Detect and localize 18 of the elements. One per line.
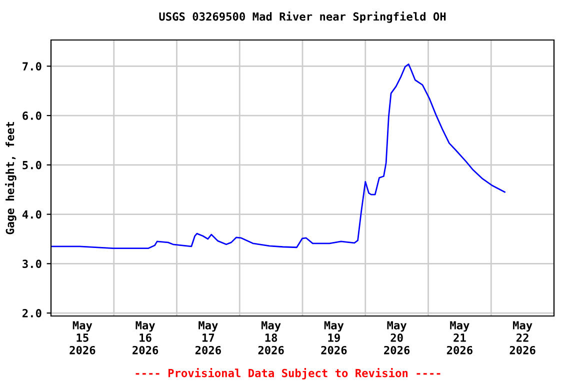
y-tick-label: 2.0 [22, 309, 42, 318]
x-tick-label: May 16 2026 [132, 321, 158, 354]
y-tick-label: 7.0 [22, 62, 42, 71]
y-tick-label: 3.0 [22, 260, 42, 268]
line-series [51, 63, 506, 250]
chart-title: USGS 03269500 Mad River near Springfield OH [159, 12, 446, 23]
y-axis-title: Gage height, feet [5, 122, 16, 234]
x-tick-label: May 17 2026 [195, 321, 221, 354]
x-tick-label: May 15 2026 [70, 321, 96, 354]
x-tick-label: May 18 2026 [258, 321, 284, 354]
x-tick-label: May 19 2026 [321, 321, 347, 354]
y-tick-label: 4.0 [22, 210, 42, 219]
y-tick-label: 6.0 [22, 112, 42, 120]
x-tick-label: May 21 2026 [446, 321, 472, 354]
x-tick-label: May 22 2026 [510, 321, 536, 354]
x-tick-label: May 20 2026 [384, 321, 410, 354]
text: ---- Provisional Data Subject to Revision ---- [136, 368, 440, 380]
y-tick-label: 5.0 [22, 160, 42, 170]
